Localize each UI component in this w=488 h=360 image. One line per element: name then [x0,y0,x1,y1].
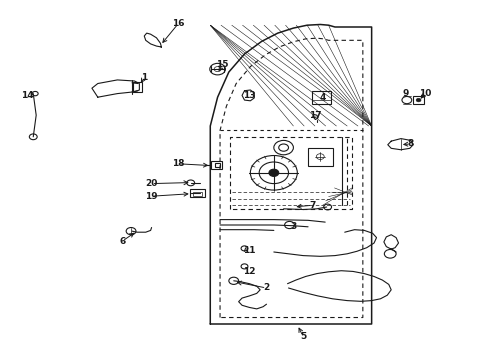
Text: 9: 9 [402,89,408,98]
Text: 4: 4 [319,93,325,102]
Text: 1: 1 [141,73,147,82]
Text: 20: 20 [145,179,158,188]
Text: 7: 7 [309,201,316,210]
Text: 17: 17 [308,111,321,120]
Text: 5: 5 [300,332,305,341]
Text: 10: 10 [418,89,431,98]
Text: 11: 11 [243,246,255,255]
Bar [193,192,202,196]
Text: 19: 19 [145,192,158,201]
Text: 18: 18 [172,159,184,168]
Text: 15: 15 [216,60,228,69]
Bar [307,148,332,166]
Bar [412,96,423,104]
Text: 14: 14 [20,91,33,100]
Text: 8: 8 [407,139,413,148]
Bar [189,189,205,197]
Bar [311,91,330,104]
Text: 2: 2 [263,284,269,292]
Text: 3: 3 [290,222,296,231]
Text: 12: 12 [243,267,255,276]
Text: 6: 6 [119,237,125,246]
Circle shape [415,98,420,102]
Bar [211,161,222,169]
Bar [215,163,220,167]
Text: 13: 13 [243,91,255,100]
Bar [133,82,142,92]
Circle shape [268,169,278,176]
Text: 16: 16 [172,19,184,28]
